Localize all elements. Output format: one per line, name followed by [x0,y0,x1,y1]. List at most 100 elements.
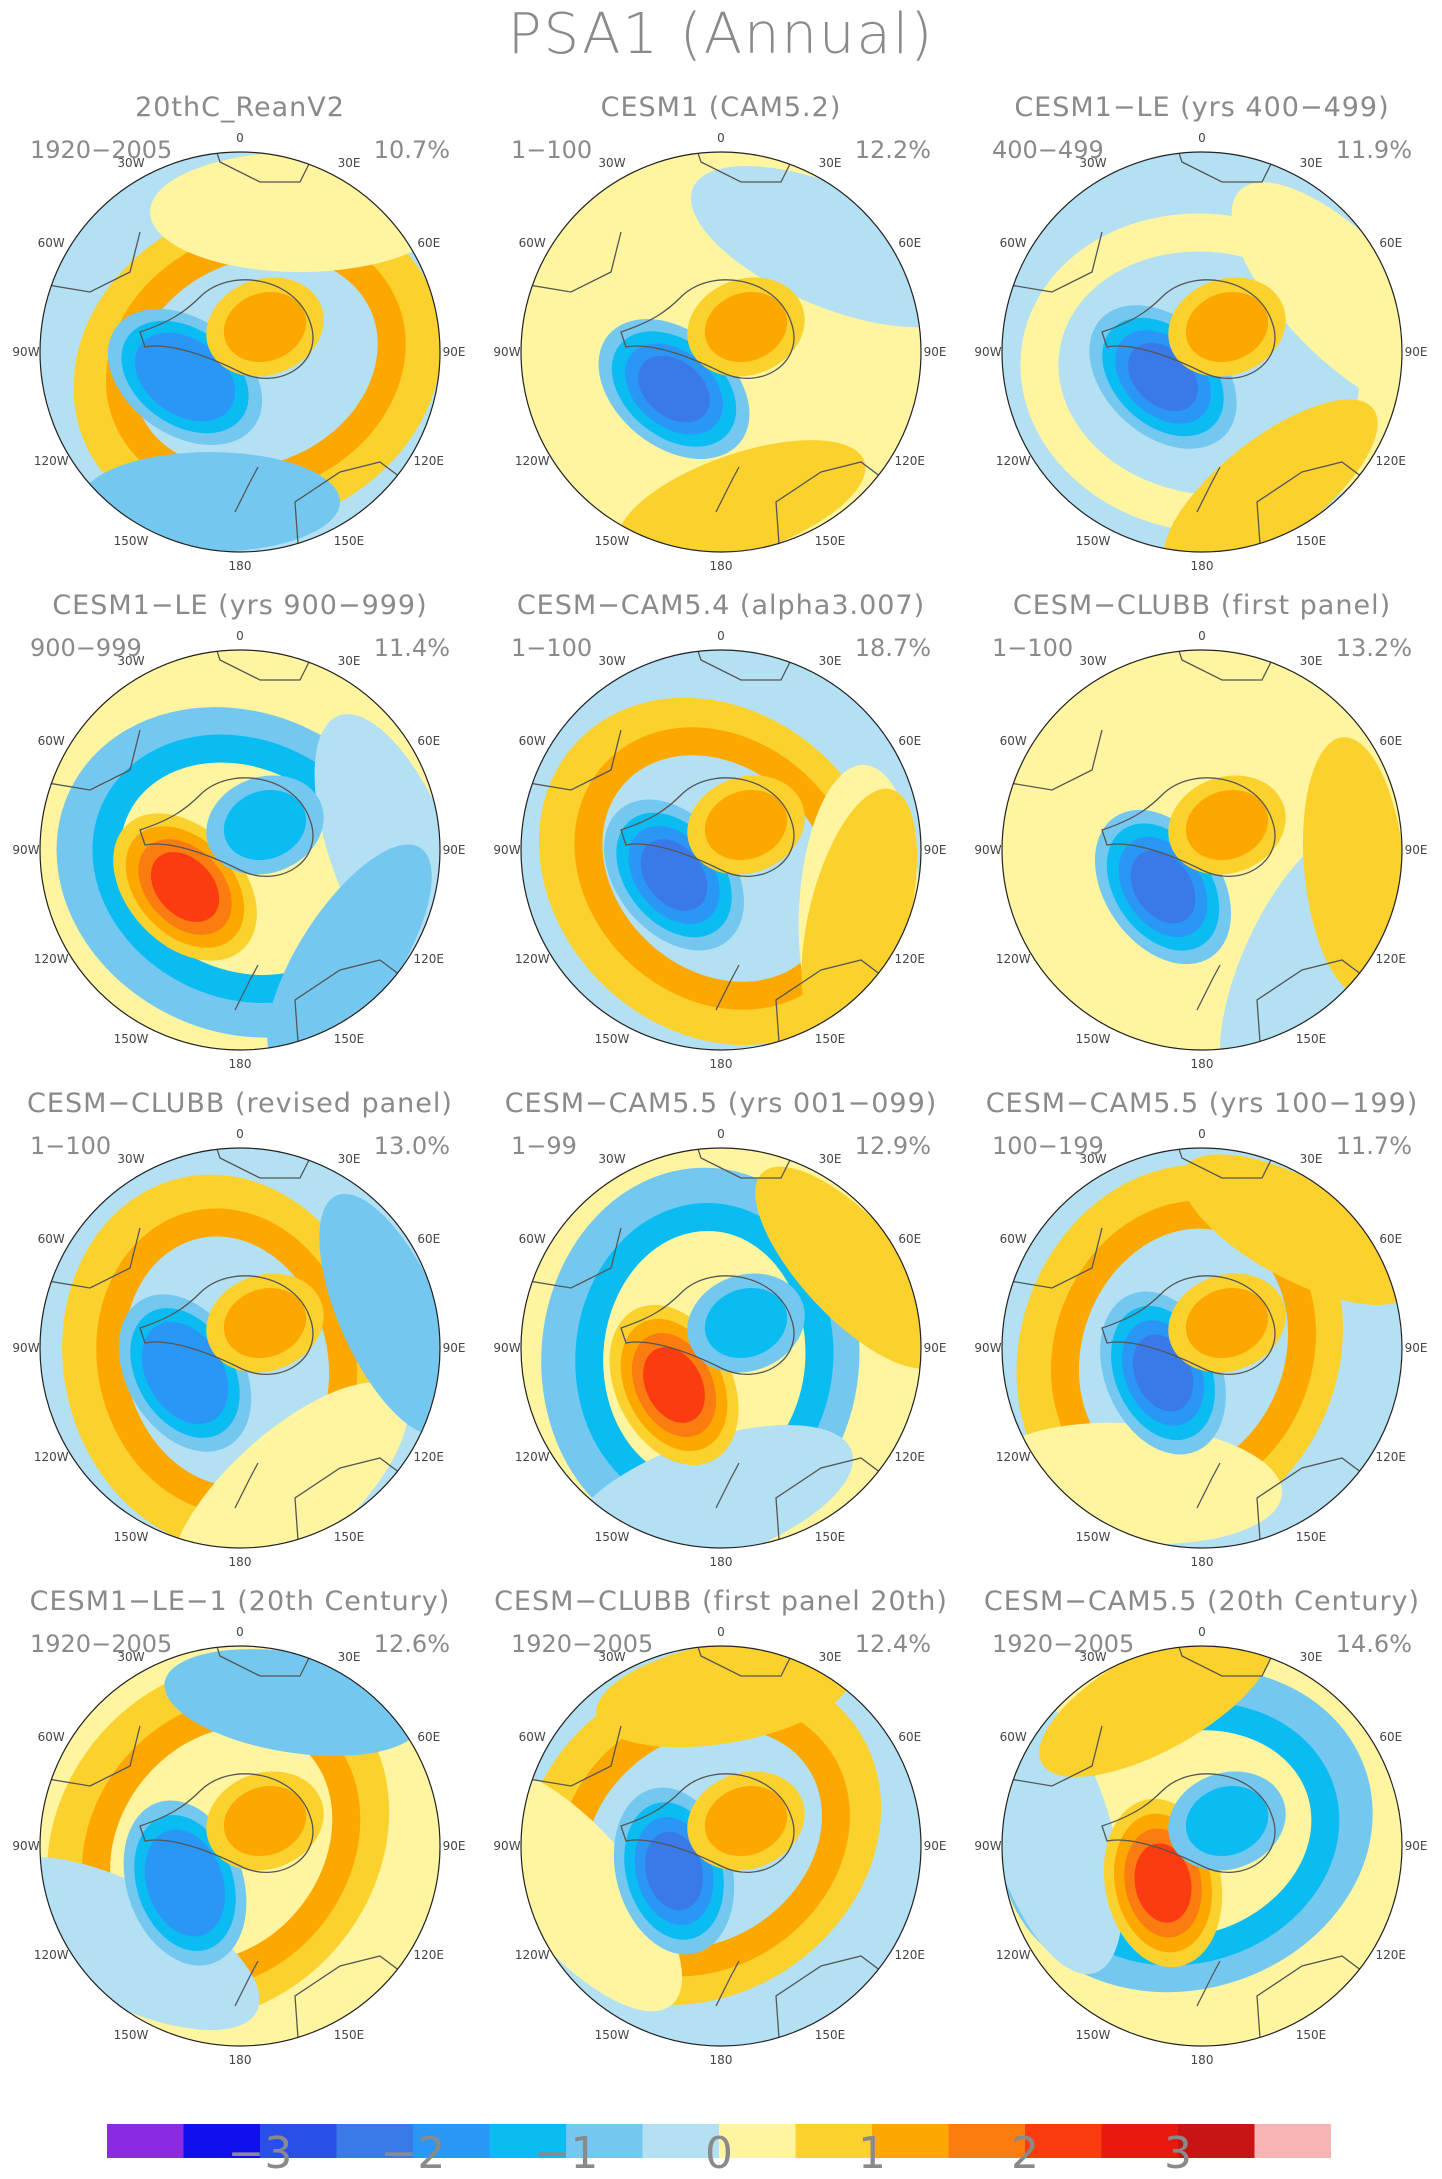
polar-map: 0 30E 60E 90E 120E 150E 180 150W 120W 90W 60W 30W [493,629,946,1071]
map-panel: CESM1−LE (yrs 400−499) 400−499 11.9% 0 30E 60… [962,92,1442,592]
longitude-label: 0 [236,1127,244,1141]
longitude-label: 90E [1405,843,1428,857]
longitude-label: 90W [974,1839,1001,1853]
panel-period: 1920−2005 [992,1630,1135,1658]
panel-variance-percent: 13.2% [1335,634,1412,662]
anomaly-region [690,166,921,328]
panel-period: 1−100 [992,634,1074,662]
longitude-label: 120W [34,1450,69,1464]
anomaly-center-level [141,1321,229,1425]
longitude-label: 0 [236,1625,244,1639]
map-border [39,1147,441,1549]
longitude-label: 120E [1376,454,1407,468]
polar-map: 0 30E 60E 90E 120E 150E 180 150W 120W 90W 60W 30W [12,1127,466,1569]
anomaly-opposite-level [223,789,307,861]
longitude-label: 30W [117,1650,144,1664]
longitude-label: 150E [1296,1032,1327,1046]
longitude-label: 30E [338,156,361,170]
anomaly-opposite-level [223,291,307,363]
antarctica-coastline [620,777,795,877]
anomaly-center-level [1144,1858,1182,1908]
antarctica-coastline [139,279,314,379]
longitude-label: 0 [236,629,244,643]
longitude-label: 60W [519,1232,546,1246]
anomaly-opposite-level [704,789,788,861]
polar-map: 0 30E 60E 90E 120E 150E 180 150W 120W 90W 60W 30W [493,1625,946,2067]
longitude-label: 0 [1198,629,1206,643]
map-border [39,649,441,1051]
longitude-label: 30W [1079,1650,1106,1664]
anomaly-region [1163,399,1378,552]
longitude-label: 120W [34,454,69,468]
panel-title: CESM1−LE (yrs 400−499) [1014,92,1390,123]
longitude-label: 120E [895,1948,926,1962]
longitude-label: 60E [1379,1232,1402,1246]
longitude-label: 90W [974,345,1001,359]
antarctica-coastline [1101,777,1276,877]
colorbar-segment [872,2124,949,2158]
colorbar-tick-label: 3 [1164,2128,1192,2179]
longitude-label: 90W [493,1341,520,1355]
longitude-label: 180 [1191,1555,1214,1569]
longitude-label: 120W [996,1948,1031,1962]
longitude-label: 30W [1079,654,1106,668]
new-zealand-coastline [1196,1960,1221,2007]
map-panel: CESM1−LE (yrs 900−999) 900−999 11.4% 0 30E 60… [0,590,480,1090]
longitude-label: 60E [898,1730,921,1744]
antarctica-coastline [139,1773,314,1873]
longitude-label: 90E [443,1341,466,1355]
new-zealand-coastline [1196,466,1221,513]
anomaly-region [755,1166,921,1369]
longitude-label: 120E [414,454,445,468]
anomaly-region [596,1646,853,1748]
longitude-label: 150W [595,2028,630,2042]
south-america-coastline [40,1725,141,1787]
longitude-label: 150W [1076,1530,1111,1544]
longitude-label: 60E [1379,1730,1402,1744]
anomaly-region [267,844,432,1050]
anomaly-region [617,440,866,552]
longitude-label: 90W [974,843,1001,857]
longitude-label: 120W [515,1948,550,1962]
polar-map: 0 30E 60E 90E 120E 150E 180 150W 120W 90W 60W 30W [974,131,1427,573]
longitude-label: 180 [1191,559,1214,573]
longitude-label: 60E [417,734,440,748]
longitude-label: 90W [12,345,39,359]
south-america-coastline [40,1227,141,1289]
longitude-label: 30W [598,156,625,170]
map-border [520,649,922,1051]
africa-coastline [1171,1148,1283,1179]
longitude-label: 60W [1000,1730,1027,1744]
colorbar-segment [260,2124,337,2158]
longitude-label: 120E [895,1450,926,1464]
south-america-coastline [521,729,622,791]
anomaly-center-level [638,355,710,423]
longitude-label: 0 [236,131,244,145]
panel-variance-percent: 11.9% [1335,136,1412,164]
longitude-label: 90W [12,1839,39,1853]
panel-variance-percent: 11.4% [373,634,450,662]
colorbar-segment [642,2124,719,2158]
panel-period: 1920−2005 [30,136,173,164]
panel-title: CESM−CLUBB (first panel) [1012,590,1392,621]
anomaly-center-level [150,852,220,922]
panel-title: CESM−CAM5.4 (alpha3.007) [516,590,926,621]
panel-period: 1920−2005 [30,1630,173,1658]
longitude-label: 150E [815,2028,846,2042]
polar-map: 0 30E 60E 90E 120E 150E 180 150W 120W 90W 60W 30W [493,1127,946,1569]
longitude-label: 30E [338,1152,361,1166]
map-panel: CESM1−LE−1 (20th Century) 1920−2005 12.6% 0… [0,1586,480,2086]
panel-period: 1−100 [30,1132,112,1160]
panel-variance-percent: 11.7% [1335,1132,1412,1160]
anomaly-opposite-level [704,1785,788,1857]
longitude-label: 150W [595,1032,630,1046]
longitude-label: 90E [924,345,947,359]
anomaly-region [150,152,440,272]
longitude-label: 150E [815,1530,846,1544]
map-panel: CESM−CLUBB (first panel 20th) 1920−2005 12… [481,1586,961,2086]
polar-map: 0 30E 60E 90E 120E 150E 180 150W 120W 90W 60W 30W [493,131,947,573]
map-panel: CESM−CAM5.5 (20th Century) 1920−2005 14.6%… [962,1586,1442,2086]
south-america-coastline [1002,729,1103,791]
colorbar-segment [1101,2124,1178,2158]
longitude-label: 60E [1379,236,1402,250]
